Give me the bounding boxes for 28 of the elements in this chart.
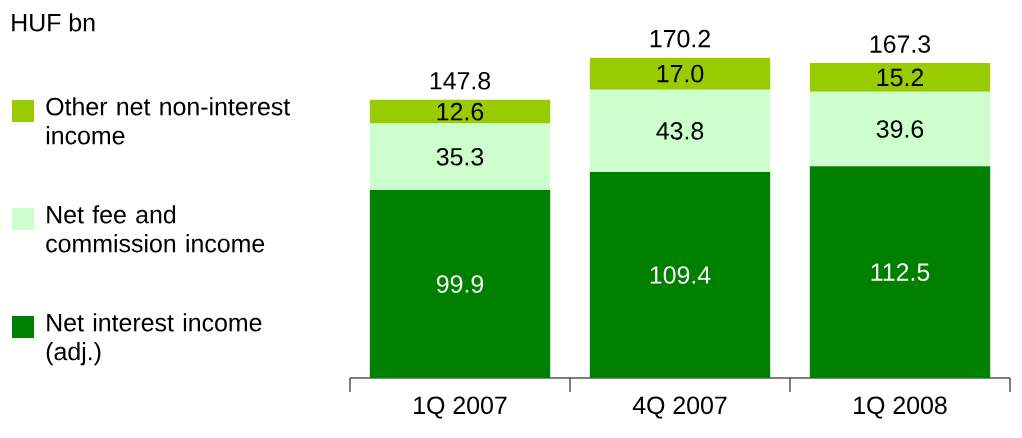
bar [589,57,771,90]
data-label: 15.2 [877,68,923,87]
legend-label: Net interest income (adj.) [46,313,262,366]
data-label: 17.0 [657,64,704,83]
bar [809,63,991,92]
total-label: 170.2 [650,29,710,48]
x-tick-label: 1Q 2008 [854,396,947,419]
bar [809,91,991,167]
total-label: 147.8 [430,71,491,90]
data-label: 35.3 [436,147,484,166]
data-label: 12.6 [437,102,484,121]
bar [809,166,991,378]
data-label: 112.5 [871,263,930,281]
bar [369,189,551,378]
x-tick-label: 4Q 2007 [632,396,727,419]
data-label: 99.9 [436,275,484,293]
data-label: 39.6 [876,120,924,138]
bar [369,99,551,124]
total-label: 167.3 [870,35,931,53]
legend-label: Other net non-interest income [46,97,291,145]
legend-label: Net fee and commission income [46,205,265,253]
data-label: 109.4 [650,266,711,284]
bar [589,89,771,173]
bar [589,172,771,378]
bar [369,123,551,190]
x-tick-label: 1Q 2007 [414,396,507,419]
text: HUF bn [12,13,95,32]
data-label: 43.8 [656,122,704,140]
